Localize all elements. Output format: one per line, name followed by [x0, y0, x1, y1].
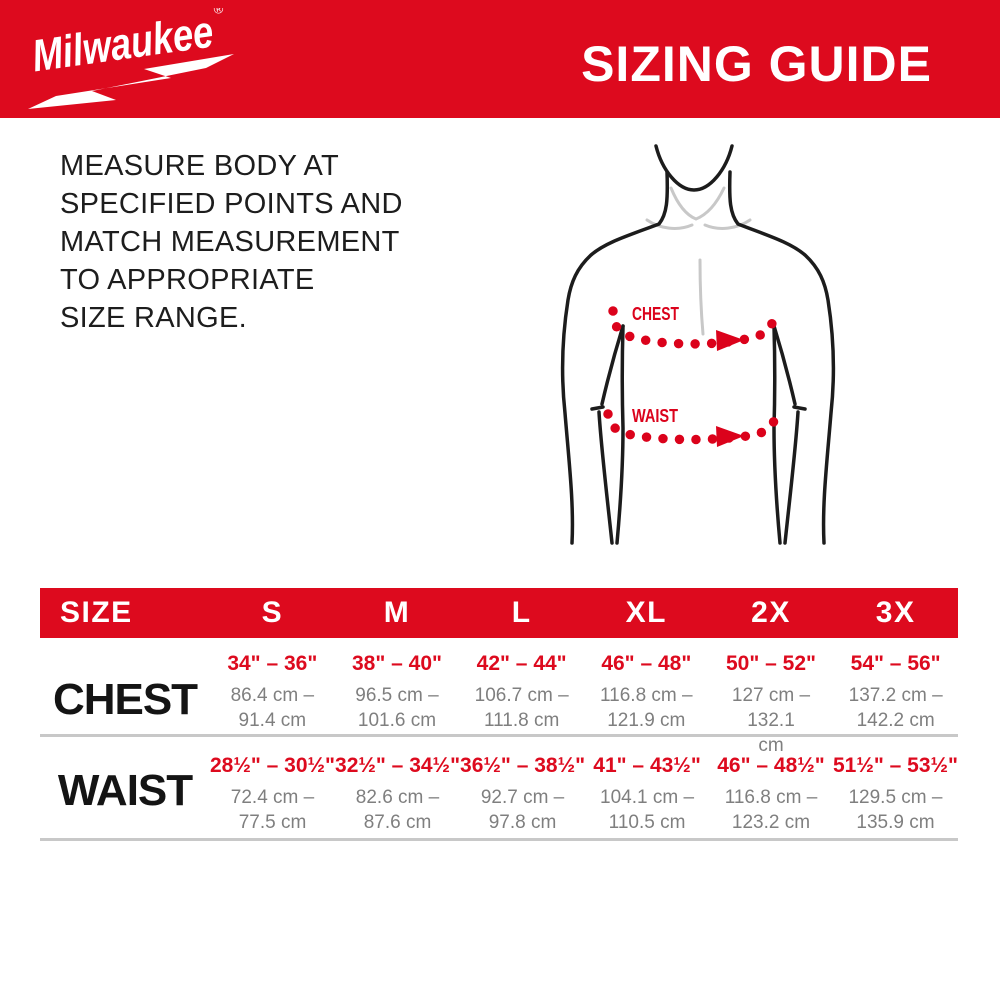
chest-cell-m: 38" – 40" 96.5 cm – 101.6 cm	[335, 652, 460, 758]
waist-m-inches: 32½" – 34½"	[335, 754, 461, 777]
table-row-waist: WAIST 28½" – 30½" 72.4 cm – 77.5 cm 32½"…	[40, 737, 958, 841]
row-label-waist: WAIST	[57, 766, 193, 815]
chest-l-inches: 42" – 44"	[476, 652, 567, 675]
chest-2x-inches: 50" – 52"	[726, 652, 816, 675]
measurement-dotted-lines	[603, 306, 781, 445]
chest-xl-cm: 116.8 cm – 121.9 cm	[600, 685, 693, 731]
chest-cell-s: 34" – 36" 86.4 cm – 91.4 cm	[210, 652, 335, 758]
size-table: SIZE S M L XL 2X 3X CHEST 34" – 36" 86.4…	[40, 588, 958, 841]
chest-m-inches: 38" – 40"	[352, 652, 442, 675]
waist-cell-s: 28½" – 30½" 72.4 cm – 77.5 cm	[210, 754, 335, 838]
chest-cell-3x: 54" – 56" 137.2 cm – 142.2 cm	[833, 652, 958, 758]
registered-mark: ®	[213, 8, 225, 17]
intro-text: MEASURE BODY AT SPECIFIED POINTS AND MAT…	[60, 150, 403, 334]
chest-xl-inches: 46" – 48"	[601, 652, 692, 675]
header-cell-xl: XL	[625, 596, 667, 629]
waist-xl-inches: 41" – 43½"	[593, 754, 701, 777]
chest-measure-line	[608, 306, 780, 349]
waist-measure-label: WAIST	[632, 406, 678, 426]
chest-s-cm: 86.4 cm – 91.4 cm	[230, 685, 315, 731]
chest-3x-cm: 137.2 cm – 142.2 cm	[848, 685, 943, 731]
waist-l-cm: 92.7 cm – 97.8 cm	[480, 787, 565, 833]
chest-cell-xl: 46" – 48" 116.8 cm – 121.9 cm	[584, 652, 709, 758]
waist-s-inches: 28½" – 30½"	[210, 754, 336, 777]
lightning-bolt-icon	[28, 54, 234, 109]
waist-xl-cm: 104.1 cm – 110.5 cm	[600, 787, 695, 833]
header-cell-size: SIZE	[60, 596, 133, 629]
header-cell-m: M	[383, 596, 411, 629]
chest-cell-2x: 50" – 52" 127 cm – 132.1 cm	[709, 652, 834, 758]
chest-2x-cm: 127 cm – 132.1 cm	[731, 685, 811, 756]
waist-cell-l: 36½" – 38½" 92.7 cm – 97.8 cm	[460, 754, 585, 838]
waist-cell-m: 32½" – 34½" 82.6 cm – 87.6 cm	[335, 754, 460, 838]
chest-s-inches: 34" – 36"	[227, 652, 318, 675]
waist-2x-cm: 116.8 cm – 123.2 cm	[724, 787, 818, 833]
header-cell-3x: 3X	[875, 596, 916, 629]
waist-measure-line	[603, 409, 781, 445]
waist-m-cm: 82.6 cm – 87.6 cm	[355, 787, 440, 833]
table-row-chest: CHEST 34" – 36" 86.4 cm – 91.4 cm 38" – …	[40, 638, 958, 756]
waist-3x-cm: 129.5 cm – 135.9 cm	[848, 787, 943, 833]
header-cell-2x: 2X	[751, 596, 791, 629]
chest-cell-l: 42" – 44" 106.7 cm – 111.8 cm	[459, 652, 584, 758]
chest-measure-label: CHEST	[632, 304, 679, 324]
waist-l-inches: 36½" – 38½"	[460, 754, 586, 777]
row-label-chest: CHEST	[52, 675, 198, 724]
body-measurement-diagram: CHEST WAIST	[520, 130, 980, 590]
chest-arrow-icon	[716, 330, 744, 351]
waist-cell-3x: 51½" – 53½" 129.5 cm – 135.9 cm	[833, 754, 958, 838]
size-table-header: SIZE S M L XL 2X 3X	[40, 588, 958, 638]
waist-arrow-icon	[716, 426, 744, 447]
header-bar: Milwaukee ® SIZING GUIDE	[0, 0, 1000, 118]
figure-outline	[560, 144, 836, 545]
chest-l-cm: 106.7 cm – 111.8 cm	[474, 685, 569, 731]
waist-cell-xl: 41" – 43½" 104.1 cm – 110.5 cm	[585, 754, 709, 838]
waist-3x-inches: 51½" – 53½"	[832, 754, 958, 777]
waist-s-cm: 72.4 cm – 77.5 cm	[230, 787, 315, 833]
waist-cell-2x: 46" – 48½" 116.8 cm – 123.2 cm	[709, 754, 833, 838]
figure-detail-lines	[645, 186, 752, 336]
milwaukee-logo-icon: Milwaukee ®	[28, 8, 234, 109]
page-title: SIZING GUIDE	[581, 36, 932, 92]
header-cell-s: S	[261, 596, 284, 629]
chest-m-cm: 96.5 cm – 101.6 cm	[355, 685, 439, 731]
chest-3x-inches: 54" – 56"	[850, 652, 941, 675]
header-cell-l: L	[511, 596, 532, 629]
waist-2x-inches: 46" – 48½"	[717, 754, 825, 777]
